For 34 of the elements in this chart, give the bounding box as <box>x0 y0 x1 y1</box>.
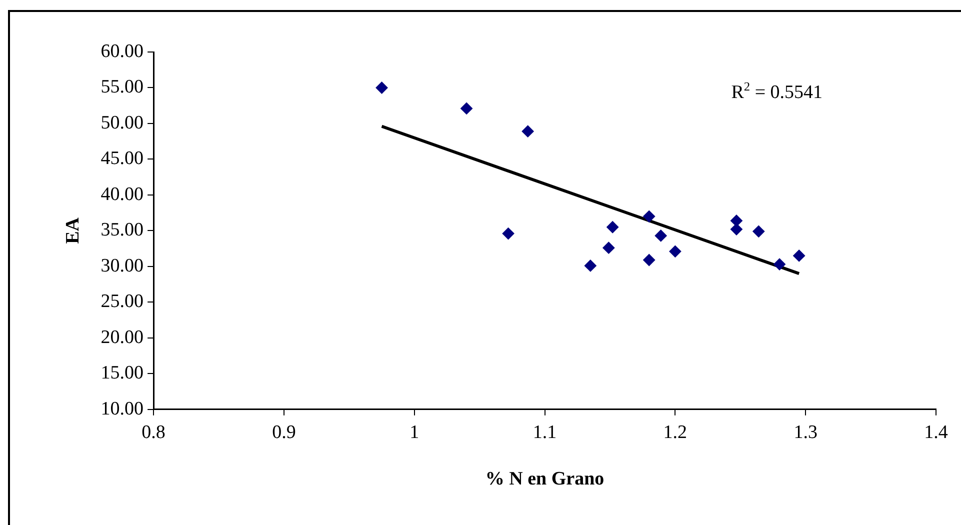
point <box>602 242 615 254</box>
x-tick-label: 0.8 <box>142 422 166 443</box>
x-tick-label: 1.2 <box>663 422 688 443</box>
point <box>376 82 388 94</box>
y-tick-label: 30.00 <box>100 255 144 276</box>
point <box>643 210 656 222</box>
point <box>752 225 765 238</box>
y-tick-label: 45.00 <box>100 148 144 170</box>
point <box>774 258 786 270</box>
x-tick-label: 1 <box>410 422 420 443</box>
point <box>606 221 619 234</box>
y-tick-label: 35.00 <box>100 220 144 241</box>
x-tick-label: 1.3 <box>794 422 818 443</box>
y-tick-label: 25.00 <box>100 291 144 312</box>
y-tick-label: 40.00 <box>100 184 144 205</box>
y-tick-label: 10.00 <box>100 398 144 420</box>
y-tick-label: 15.00 <box>100 362 144 384</box>
x-tick-label: 1.1 <box>532 422 557 443</box>
point <box>669 245 682 258</box>
point <box>654 230 667 242</box>
point <box>584 260 596 272</box>
point <box>522 125 534 138</box>
point <box>502 228 514 240</box>
y-tick-label: 50.00 <box>100 112 144 134</box>
point <box>460 102 473 114</box>
point <box>793 250 806 262</box>
y-tick-label: 55.00 <box>100 76 144 98</box>
x-tick-label: 1.4 <box>924 422 948 443</box>
point <box>643 254 656 266</box>
y-axis-title: EA <box>62 217 84 244</box>
y-tick-label: 60.00 <box>100 40 144 62</box>
x-axis-title: % N en Grano <box>485 468 604 490</box>
x-tick-label: 0.9 <box>272 422 296 443</box>
y-tick-label: 20.00 <box>100 326 144 348</box>
